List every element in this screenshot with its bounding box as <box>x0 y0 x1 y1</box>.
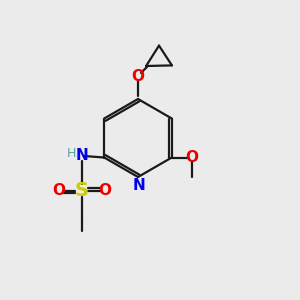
Text: O: O <box>52 183 65 198</box>
Text: S: S <box>75 181 89 200</box>
Text: O: O <box>131 69 145 84</box>
Text: O: O <box>98 183 111 198</box>
Text: N: N <box>75 148 88 163</box>
Text: O: O <box>186 150 199 165</box>
Text: H: H <box>67 147 76 160</box>
Text: N: N <box>133 178 146 194</box>
